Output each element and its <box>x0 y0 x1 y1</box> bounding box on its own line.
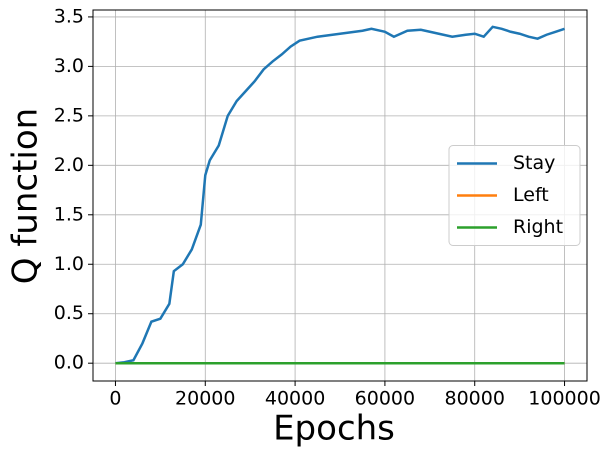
legend: Stay Left Right <box>448 145 581 246</box>
x-tick-label: 60000 <box>355 388 415 410</box>
x-tick-label: 100000 <box>528 388 601 410</box>
y-tick-label: 2.5 <box>54 104 84 126</box>
legend-box <box>448 145 581 246</box>
legend-label: Stay <box>513 152 555 174</box>
y-tick-label: 0.0 <box>54 352 84 374</box>
y-tick-label: 0.5 <box>54 302 84 324</box>
y-tick-label: 3.5 <box>54 5 84 27</box>
x-tick-label: 20000 <box>175 388 235 410</box>
y-tick-label: 3.0 <box>54 55 84 77</box>
y-axis-label: Q function <box>6 108 46 284</box>
y-tick-label: 2.0 <box>54 154 84 176</box>
x-axis-label: Epochs <box>273 409 395 449</box>
y-tick-label: 1.0 <box>54 253 84 275</box>
x-tick-label: 80000 <box>445 388 505 410</box>
legend-label: Left <box>513 184 549 206</box>
plot-frame <box>92 9 588 382</box>
x-tick-label: 0 <box>109 388 121 410</box>
y-tick-label: 1.5 <box>54 203 84 225</box>
series-line <box>115 25 565 365</box>
legend-label: Right <box>513 216 563 238</box>
x-tick-label: 40000 <box>265 388 325 410</box>
